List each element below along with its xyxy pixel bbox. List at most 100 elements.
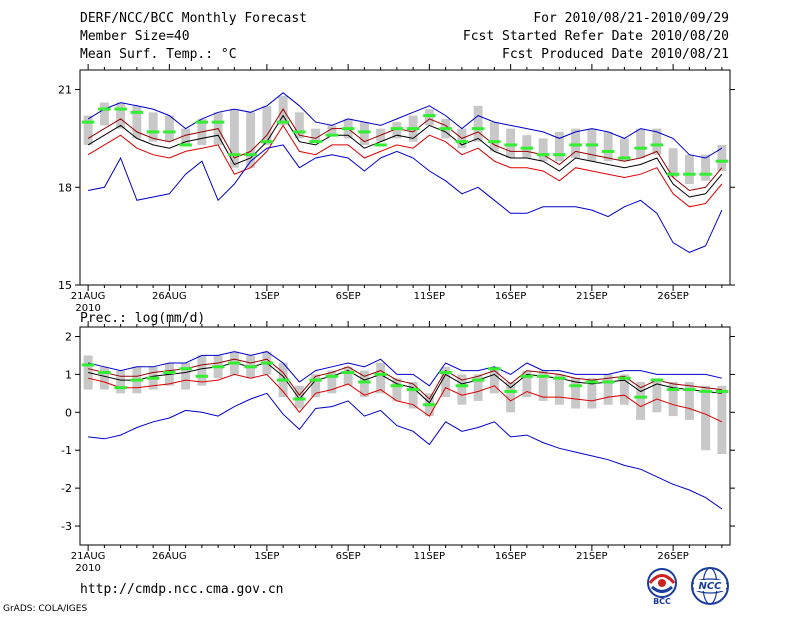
ensemble-box bbox=[424, 109, 434, 126]
x-year-label: 2010 bbox=[75, 563, 100, 574]
x-tick-label: 21SEP bbox=[576, 291, 607, 302]
y-tick-label: -2 bbox=[61, 482, 72, 495]
ensemble-box bbox=[99, 102, 109, 126]
ensemble-box bbox=[603, 374, 613, 405]
ensemble-box bbox=[717, 144, 727, 171]
plot-frame bbox=[79, 69, 731, 286]
grads-credit: GrADS: COLA/IGES bbox=[3, 604, 88, 614]
ensemble-box bbox=[116, 102, 126, 129]
x-tick-label: 11SEP bbox=[414, 551, 445, 562]
ensemble-box bbox=[717, 385, 727, 455]
ensemble-box bbox=[408, 381, 418, 409]
ensemble-box bbox=[473, 105, 483, 142]
ensemble-box bbox=[538, 138, 548, 162]
x-tick-label: 6SEP bbox=[336, 291, 361, 302]
x-tick-label: 26SEP bbox=[657, 291, 688, 302]
ensemble-box bbox=[229, 109, 239, 168]
ensemble-box bbox=[327, 370, 337, 394]
ensemble-box bbox=[473, 374, 483, 401]
bcc-logo-icon: BCC bbox=[647, 568, 677, 606]
ensemble-box bbox=[522, 370, 532, 398]
ensemble-box bbox=[392, 122, 402, 139]
ensemble-box bbox=[636, 128, 646, 158]
panel-1: 15 18 21 21AUG 26AUG 1SEP 6SEP 11SEP 16SEP 21SEP 2… bbox=[58, 64, 735, 314]
series-line bbox=[87, 373, 723, 423]
ensemble-box bbox=[603, 131, 613, 162]
y-tick-label: 18 bbox=[58, 181, 72, 194]
ensemble-box bbox=[652, 128, 662, 155]
ensemble-box bbox=[441, 366, 451, 398]
y-tick-label: -3 bbox=[61, 520, 72, 533]
ensemble-box bbox=[359, 370, 369, 398]
panel-title: Prec.: log(mm/d) bbox=[80, 311, 205, 326]
ensemble-box bbox=[619, 138, 629, 162]
ensemble-box bbox=[684, 381, 694, 420]
chart-title: DERF/NCC/BCC Monthly Forecast bbox=[80, 11, 307, 26]
y-tick-label: 21 bbox=[58, 84, 72, 97]
ensemble-box bbox=[116, 370, 126, 394]
ensemble-box bbox=[278, 96, 288, 126]
produced-date: Fcst Produced Date 2010/08/21 bbox=[502, 47, 729, 62]
ensemble-box bbox=[457, 374, 467, 405]
ensemble-box bbox=[148, 112, 158, 142]
y-tick-label: 1 bbox=[65, 368, 72, 381]
ensemble-box bbox=[522, 135, 532, 158]
ensemble-box bbox=[197, 355, 207, 386]
ensemble-box bbox=[506, 128, 516, 158]
ensemble-box bbox=[343, 366, 353, 386]
series-line bbox=[87, 351, 723, 387]
series-line bbox=[87, 124, 723, 208]
y-tick-label: 2 bbox=[65, 330, 72, 343]
variable-label: Mean Surf. Temp.: °C bbox=[80, 47, 237, 62]
ensemble-box bbox=[262, 105, 272, 145]
ensemble-box bbox=[99, 366, 109, 390]
ensemble-box bbox=[554, 131, 564, 162]
started-date: Fcst Started Refer Date 2010/08/20 bbox=[462, 29, 729, 44]
ensemble-box bbox=[181, 128, 191, 145]
ensemble-box bbox=[701, 154, 711, 181]
y-tick-label: 0 bbox=[65, 406, 72, 419]
ensemble-box bbox=[668, 381, 678, 417]
x-tick-label: 21AUG bbox=[71, 551, 106, 562]
ncc-logo-icon: NCC bbox=[691, 567, 729, 605]
x-tick-label: 1SEP bbox=[254, 551, 279, 562]
ensemble-box bbox=[538, 370, 548, 401]
ensemble-box bbox=[311, 128, 321, 142]
ensemble-box bbox=[668, 148, 678, 178]
series-line bbox=[87, 362, 722, 404]
x-tick-label: 6SEP bbox=[336, 551, 361, 562]
x-tick-label: 26SEP bbox=[657, 551, 688, 562]
series-line bbox=[87, 108, 723, 192]
ensemble-box bbox=[294, 112, 304, 139]
ensemble-box bbox=[83, 115, 93, 145]
ensemble-box bbox=[311, 374, 321, 398]
ensemble-box bbox=[489, 366, 499, 394]
panel-2: Prec.: log(mm/d) -3 -2 -1 0 1 2 21AUG 26AUG 1SEP 6… bbox=[61, 311, 735, 574]
x-tick-label: 21AUG bbox=[71, 291, 106, 302]
x-tick-label: 16SEP bbox=[495, 291, 526, 302]
x-tick-label: 1SEP bbox=[254, 291, 279, 302]
ensemble-box bbox=[571, 128, 581, 158]
ensemble-box bbox=[376, 363, 386, 394]
source-url[interactable]: http://cmdp.ncc.cma.gov.cn bbox=[80, 582, 284, 597]
ensemble-box bbox=[392, 378, 402, 401]
ensemble-box bbox=[619, 374, 629, 405]
ensemble-box bbox=[587, 378, 597, 409]
y-tick-label: 15 bbox=[58, 279, 72, 292]
series-line bbox=[87, 114, 723, 198]
ensemble-box bbox=[684, 154, 694, 185]
x-tick-label: 16SEP bbox=[495, 551, 526, 562]
ensemble-box bbox=[701, 385, 711, 451]
ensemble-box bbox=[652, 378, 662, 413]
ensemble-box bbox=[246, 112, 256, 168]
x-year-label: 2010 bbox=[75, 303, 100, 314]
x-tick-label: 26AUG bbox=[152, 551, 187, 562]
series-line bbox=[87, 358, 722, 400]
x-tick-label: 21SEP bbox=[576, 551, 607, 562]
ensemble-box bbox=[164, 115, 174, 142]
ensemble-box bbox=[571, 378, 581, 409]
ensemble-box bbox=[359, 122, 369, 145]
ensemble-box bbox=[489, 122, 499, 152]
forecast-period: For 2010/08/21-2010/09/29 bbox=[533, 11, 729, 26]
